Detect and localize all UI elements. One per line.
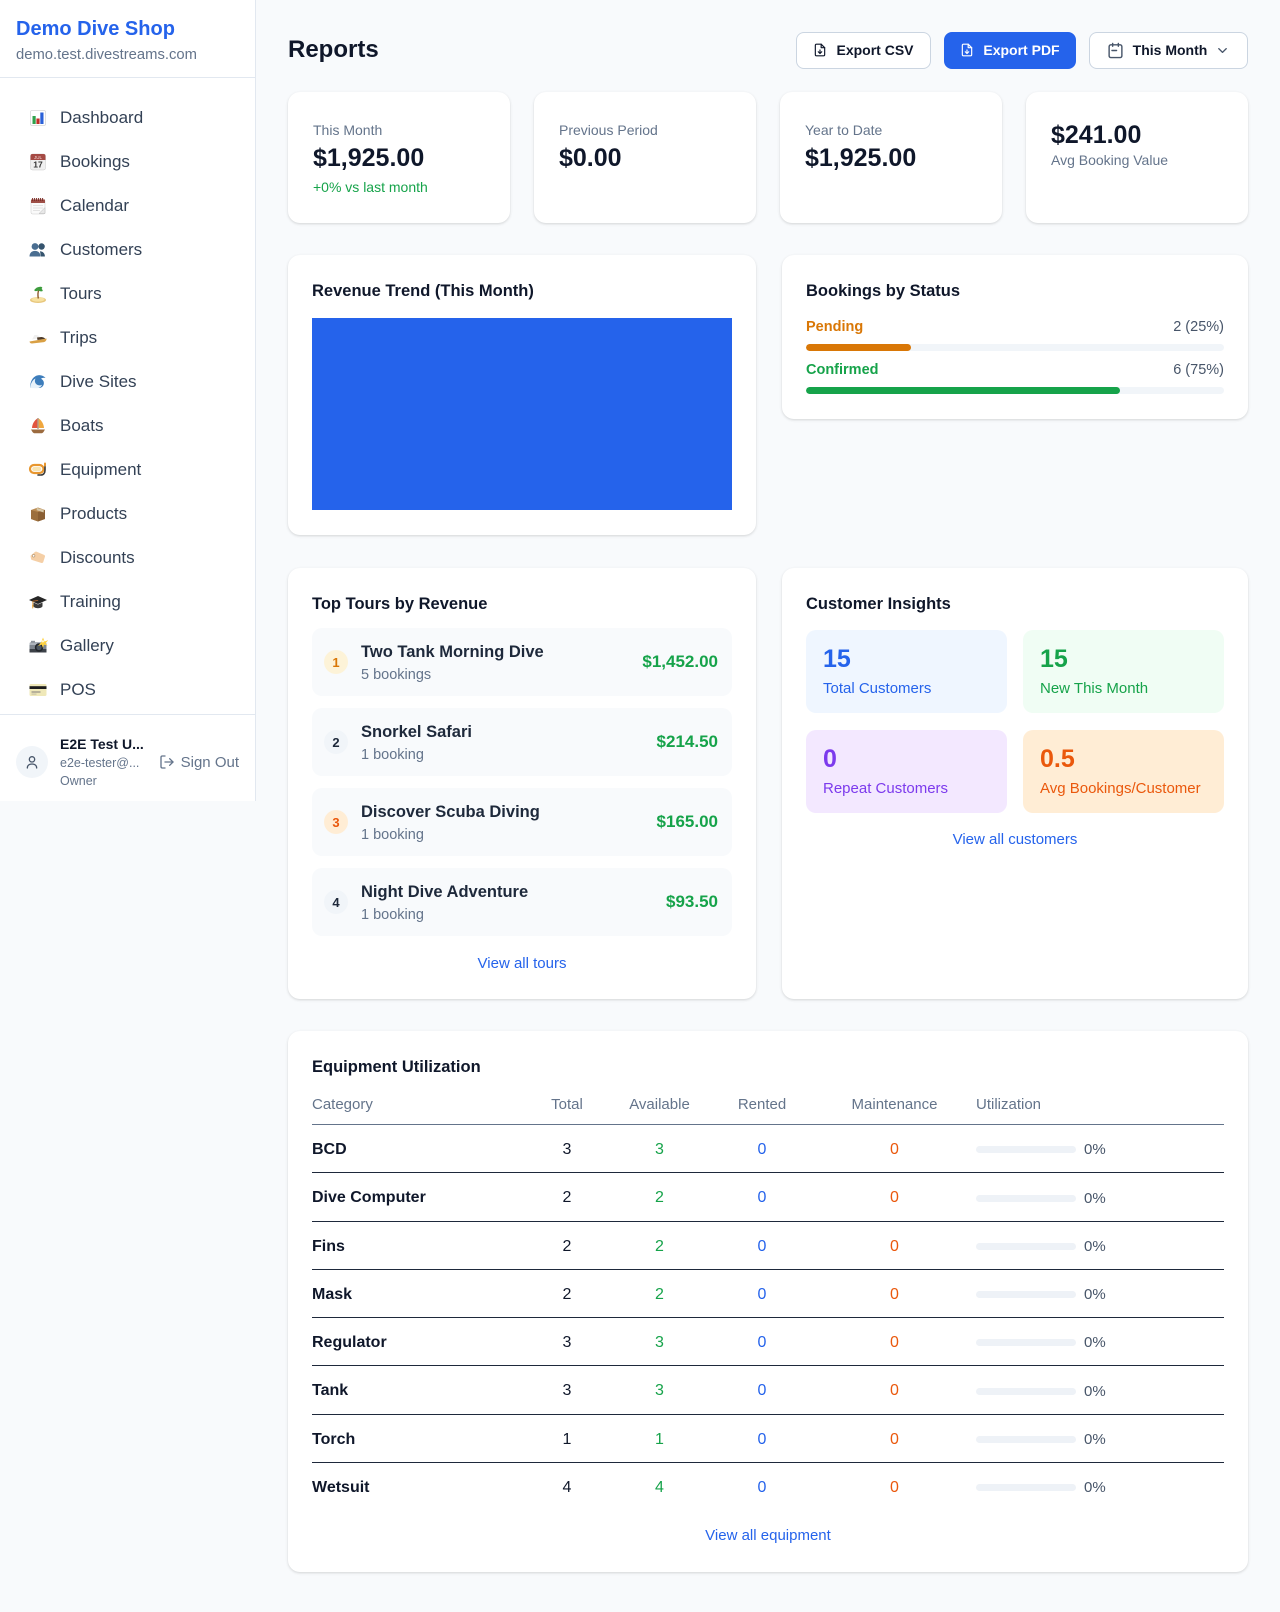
svg-text:JUL: JUL	[34, 155, 42, 160]
svg-text:17: 17	[33, 160, 43, 170]
